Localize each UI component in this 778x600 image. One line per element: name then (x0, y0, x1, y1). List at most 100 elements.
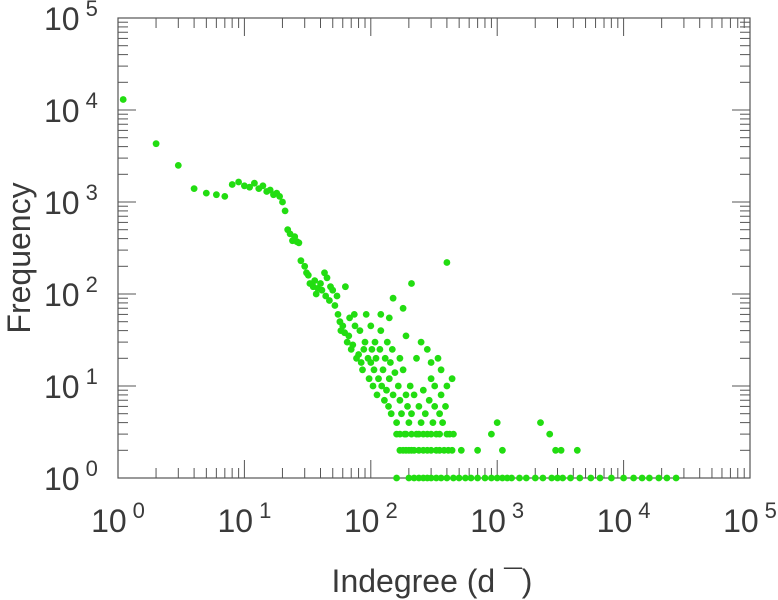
data-point (235, 178, 243, 186)
data-point (436, 410, 443, 418)
x-tick-label: 10 3 (470, 498, 524, 539)
data-point (241, 182, 248, 190)
data-point (396, 430, 404, 438)
x-tick-label: 10 2 (344, 498, 398, 539)
data-point (360, 346, 368, 353)
data-point (152, 140, 160, 148)
data-point (174, 162, 182, 169)
data-point (567, 474, 574, 482)
data-point (421, 410, 429, 418)
data-points (119, 96, 680, 482)
axis-ticks (117, 18, 750, 479)
data-point (620, 474, 627, 482)
data-point (367, 322, 375, 330)
data-point (297, 257, 305, 265)
data-point (573, 446, 581, 454)
y-axis-label: Frequency (1, 182, 37, 333)
data-point (499, 474, 506, 482)
data-point (365, 375, 373, 383)
data-point (301, 262, 309, 270)
data-point (427, 430, 435, 438)
data-point (329, 286, 337, 294)
data-point (531, 474, 539, 482)
data-point (317, 280, 324, 287)
data-point (370, 366, 378, 374)
y-tick-label: 10 2 (44, 272, 98, 313)
data-point (436, 430, 443, 438)
data-point (413, 354, 420, 362)
data-point (246, 183, 254, 191)
data-point (427, 446, 435, 454)
data-point (539, 474, 547, 482)
data-point (402, 391, 410, 399)
data-point (488, 474, 495, 482)
data-point (213, 191, 220, 199)
data-point (228, 181, 236, 188)
data-point (405, 474, 413, 482)
data-point (323, 274, 331, 282)
data-point (387, 410, 395, 418)
data-point (427, 375, 435, 383)
data-point (389, 391, 397, 399)
data-point (394, 382, 402, 390)
data-point (429, 419, 437, 426)
data-point (399, 366, 407, 374)
data-point (119, 96, 127, 103)
x-tick-label: 10 0 (91, 498, 145, 539)
data-point (361, 338, 369, 346)
data-point (410, 391, 418, 399)
data-point (351, 322, 359, 330)
data-point (474, 446, 481, 454)
data-point (576, 474, 584, 482)
data-point (371, 338, 379, 346)
data-point (311, 277, 319, 284)
data-point (295, 239, 303, 247)
data-point (437, 366, 445, 374)
data-point (537, 419, 544, 426)
data-point (405, 419, 413, 426)
data-point (408, 430, 415, 438)
data-point (359, 366, 366, 374)
data-point (546, 430, 554, 438)
data-point (474, 474, 481, 482)
data-point (190, 185, 198, 193)
data-point (368, 346, 376, 353)
data-point (389, 294, 397, 302)
data-point (672, 474, 680, 482)
data-point (462, 474, 469, 482)
data-point (630, 474, 637, 482)
data-point (342, 283, 349, 291)
data-point (516, 474, 523, 482)
data-point (437, 474, 445, 482)
data-point (373, 391, 381, 399)
data-point (377, 311, 385, 318)
data-point (349, 341, 357, 349)
data-point (442, 403, 449, 410)
data-point (450, 430, 457, 438)
data-point (638, 474, 646, 482)
data-point (410, 446, 418, 454)
data-point (425, 396, 433, 404)
data-point (423, 346, 431, 353)
data-point (388, 346, 396, 353)
data-point (443, 430, 451, 438)
data-point (396, 354, 404, 362)
x-tick-label: 10 5 (723, 498, 777, 539)
data-point (391, 369, 399, 376)
data-point (355, 351, 362, 358)
data-point (367, 359, 375, 366)
data-point (221, 193, 229, 200)
data-point (419, 386, 427, 394)
y-tick-label: 10 4 (44, 88, 98, 129)
data-point (350, 311, 358, 318)
data-point (455, 474, 463, 482)
data-point (304, 271, 312, 279)
data-point (406, 382, 414, 390)
data-point (488, 430, 495, 438)
data-point (655, 474, 663, 482)
data-point (376, 346, 384, 353)
data-point (663, 474, 671, 482)
data-point (402, 430, 410, 438)
data-point (383, 338, 391, 346)
